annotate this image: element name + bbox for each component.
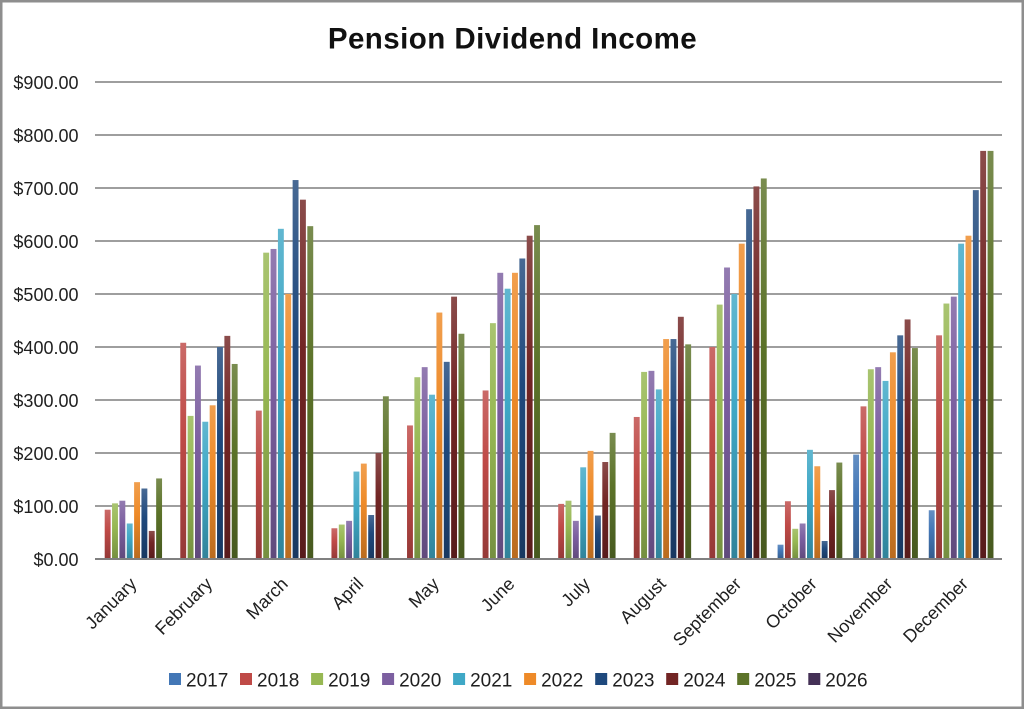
svg-text:$800.00: $800.00	[13, 126, 78, 146]
svg-text:$100.00: $100.00	[13, 497, 78, 517]
svg-text:Pension Dividend Income: Pension Dividend Income	[328, 23, 697, 56]
svg-text:$0.00: $0.00	[33, 550, 78, 570]
svg-text:$300.00: $300.00	[13, 391, 78, 411]
svg-text:2019: 2019	[328, 671, 370, 692]
svg-text:2021: 2021	[470, 671, 512, 692]
svg-text:$400.00: $400.00	[13, 338, 78, 358]
svg-text:2023: 2023	[612, 671, 654, 692]
svg-text:$200.00: $200.00	[13, 444, 78, 464]
svg-text:2017: 2017	[186, 671, 228, 692]
svg-text:$600.00: $600.00	[13, 232, 78, 252]
svg-text:$900.00: $900.00	[13, 73, 78, 93]
svg-text:2020: 2020	[399, 671, 441, 692]
svg-text:$700.00: $700.00	[13, 179, 78, 199]
svg-text:2025: 2025	[754, 671, 796, 692]
svg-text:$500.00: $500.00	[13, 285, 78, 305]
svg-text:2018: 2018	[257, 671, 299, 692]
svg-text:2022: 2022	[541, 671, 583, 692]
svg-text:2026: 2026	[825, 671, 867, 692]
svg-text:2024: 2024	[683, 671, 726, 692]
